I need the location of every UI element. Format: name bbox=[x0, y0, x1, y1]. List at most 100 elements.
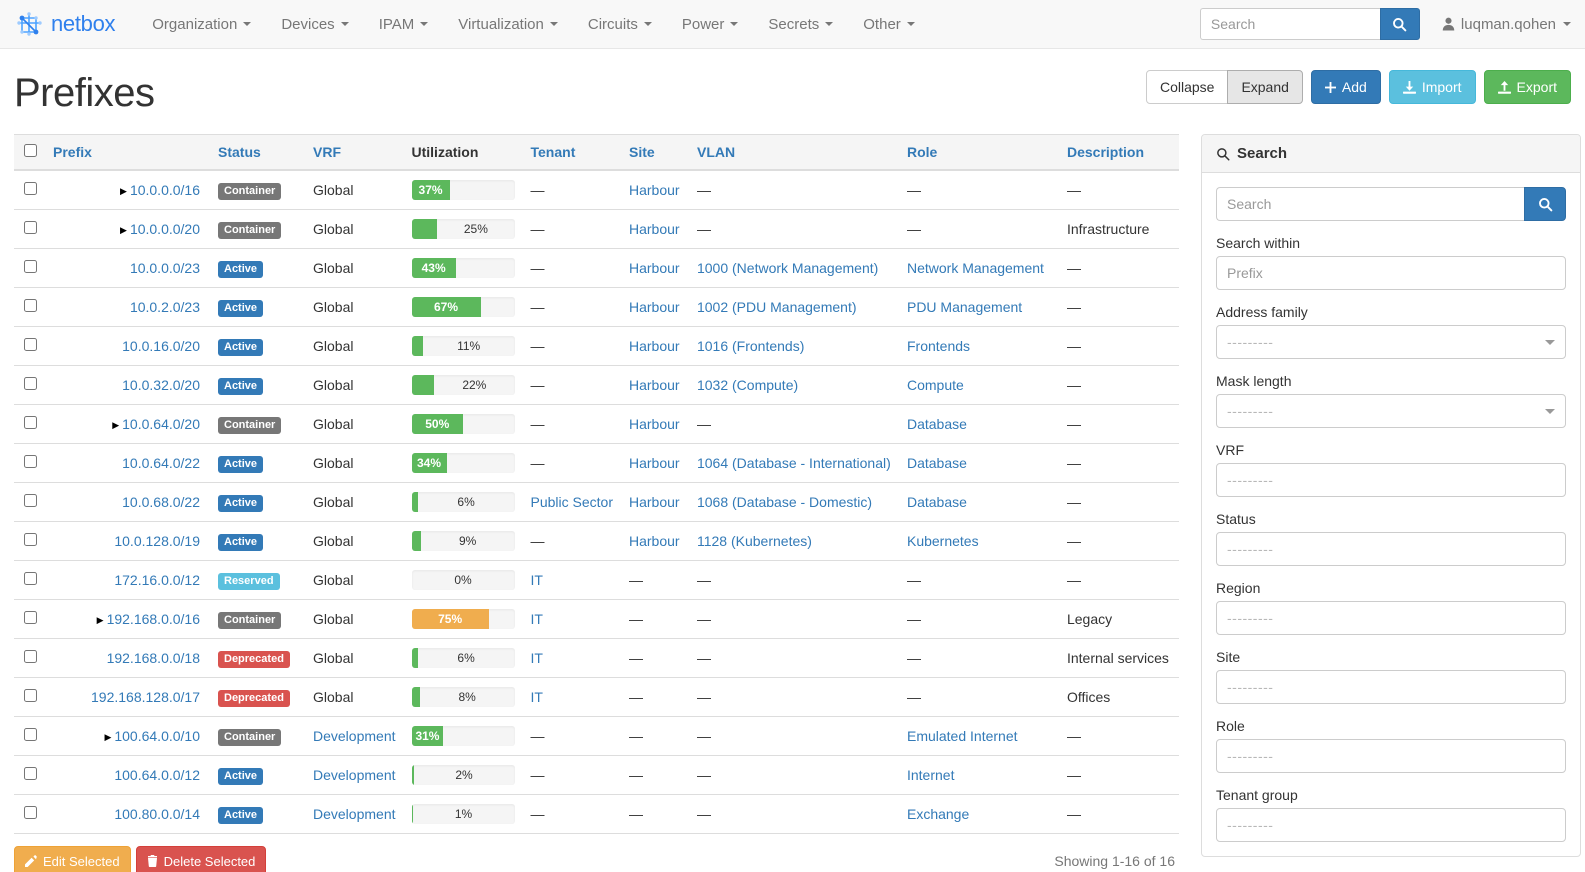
export-button[interactable]: Export bbox=[1483, 70, 1571, 104]
expand-triangle-icon[interactable]: ▶ bbox=[96, 615, 104, 625]
nav-item-virtualization[interactable]: Virtualization bbox=[443, 0, 573, 48]
prefix-link[interactable]: 100.80.0.0/14 bbox=[114, 806, 200, 822]
brand-logo-link[interactable]: netbox bbox=[8, 10, 137, 38]
column-header-description[interactable]: Description bbox=[1058, 134, 1179, 171]
edit-selected-button[interactable]: Edit Selected bbox=[14, 846, 131, 872]
site-cell-value[interactable]: Harbour bbox=[628, 260, 680, 276]
expand-triangle-icon[interactable]: ▶ bbox=[112, 420, 120, 430]
row-select-checkbox[interactable] bbox=[24, 494, 37, 507]
site-cell-value[interactable]: Harbour bbox=[628, 377, 680, 393]
vrf-cell-value[interactable]: Development bbox=[313, 728, 396, 744]
select-all-checkbox[interactable] bbox=[24, 144, 37, 157]
column-header-vrf[interactable]: VRF bbox=[305, 134, 404, 171]
row-select-checkbox[interactable] bbox=[24, 338, 37, 351]
search-field-select[interactable]: --------- bbox=[1216, 463, 1566, 497]
row-select-checkbox[interactable] bbox=[24, 611, 37, 624]
nav-item-ipam[interactable]: IPAM bbox=[364, 0, 444, 48]
site-cell-value[interactable]: Harbour bbox=[628, 455, 680, 471]
prefix-link[interactable]: 10.0.64.0/20 bbox=[122, 416, 200, 432]
expand-button[interactable]: Expand bbox=[1227, 70, 1303, 104]
global-search-button[interactable] bbox=[1379, 8, 1420, 40]
role-cell-value[interactable]: Kubernetes bbox=[906, 533, 979, 549]
expand-triangle-icon[interactable]: ▶ bbox=[104, 732, 112, 742]
column-header-prefix[interactable]: Prefix bbox=[45, 134, 210, 171]
prefix-link[interactable]: 10.0.0.0/16 bbox=[129, 182, 200, 198]
search-field-select[interactable]: --------- bbox=[1216, 808, 1566, 842]
column-header-site[interactable]: Site bbox=[620, 134, 689, 171]
prefix-link[interactable]: 10.0.0.0/20 bbox=[129, 221, 200, 237]
search-query-input[interactable] bbox=[1216, 187, 1524, 221]
user-menu[interactable]: luqman.qohen bbox=[1442, 16, 1571, 33]
row-select-checkbox[interactable] bbox=[24, 299, 37, 312]
column-header-role[interactable]: Role bbox=[898, 134, 1059, 171]
row-select-checkbox[interactable] bbox=[24, 377, 37, 390]
delete-selected-button[interactable]: Delete Selected bbox=[135, 846, 267, 872]
tenant-cell-value[interactable]: IT bbox=[530, 572, 543, 588]
nav-item-other[interactable]: Other bbox=[848, 0, 930, 48]
role-cell-value[interactable]: Internet bbox=[906, 767, 955, 783]
vlan-cell-value[interactable]: 1002 (PDU Management) bbox=[696, 299, 857, 315]
prefix-link[interactable]: 192.168.0.0/16 bbox=[106, 611, 200, 627]
row-select-checkbox[interactable] bbox=[24, 455, 37, 468]
column-header-vlan[interactable]: VLAN bbox=[688, 134, 899, 171]
tenant-cell-value[interactable]: IT bbox=[530, 689, 543, 705]
role-cell-value[interactable]: Frontends bbox=[906, 338, 971, 354]
site-cell-value[interactable]: Harbour bbox=[628, 494, 680, 510]
search-field-select[interactable]: --------- bbox=[1216, 532, 1566, 566]
site-cell-value[interactable]: Harbour bbox=[628, 182, 680, 198]
site-cell-value[interactable]: Harbour bbox=[628, 338, 680, 354]
prefix-link[interactable]: 100.64.0.0/12 bbox=[114, 767, 200, 783]
row-select-checkbox[interactable] bbox=[24, 260, 37, 273]
role-cell-value[interactable]: Database bbox=[906, 416, 967, 432]
nav-item-secrets[interactable]: Secrets bbox=[753, 0, 848, 48]
prefix-link[interactable]: 10.0.128.0/19 bbox=[114, 533, 200, 549]
row-select-checkbox[interactable] bbox=[24, 572, 37, 585]
search-field-select[interactable]: --------- bbox=[1216, 739, 1566, 773]
vlan-cell-value[interactable]: 1016 (Frontends) bbox=[696, 338, 805, 354]
row-select-checkbox[interactable] bbox=[24, 728, 37, 741]
nav-item-devices[interactable]: Devices bbox=[266, 0, 363, 48]
prefix-link[interactable]: 10.0.68.0/22 bbox=[122, 494, 200, 510]
row-select-checkbox[interactable] bbox=[24, 533, 37, 546]
row-select-checkbox[interactable] bbox=[24, 416, 37, 429]
tenant-cell-value[interactable]: IT bbox=[530, 611, 543, 627]
vrf-cell-value[interactable]: Development bbox=[313, 767, 396, 783]
import-button[interactable]: Import bbox=[1388, 70, 1476, 104]
search-field-select[interactable]: --------- bbox=[1216, 394, 1566, 428]
expand-triangle-icon[interactable]: ▶ bbox=[120, 225, 127, 235]
site-cell-value[interactable]: Harbour bbox=[628, 221, 680, 237]
prefix-link[interactable]: 10.0.0.0/23 bbox=[129, 260, 200, 276]
role-cell-value[interactable]: Database bbox=[906, 455, 967, 471]
prefix-link[interactable]: 10.0.32.0/20 bbox=[122, 377, 200, 393]
column-header-tenant[interactable]: Tenant bbox=[522, 134, 621, 171]
global-search-input[interactable] bbox=[1199, 8, 1380, 40]
prefix-link[interactable]: 192.168.0.0/18 bbox=[106, 650, 200, 666]
site-cell-value[interactable]: Harbour bbox=[628, 416, 680, 432]
vlan-cell-value[interactable]: 1000 (Network Management) bbox=[696, 260, 879, 276]
tenant-cell-value[interactable]: Public Sector bbox=[530, 494, 613, 510]
search-field-select[interactable]: --------- bbox=[1216, 325, 1566, 359]
site-cell-value[interactable]: Harbour bbox=[628, 299, 680, 315]
row-select-checkbox[interactable] bbox=[24, 806, 37, 819]
site-cell-value[interactable]: Harbour bbox=[628, 533, 680, 549]
role-cell-value[interactable]: Database bbox=[906, 494, 967, 510]
nav-item-power[interactable]: Power bbox=[667, 0, 754, 48]
role-cell-value[interactable]: Compute bbox=[906, 377, 964, 393]
vlan-cell-value[interactable]: 1064 (Database - International) bbox=[696, 455, 891, 471]
prefix-link[interactable]: 10.0.2.0/23 bbox=[129, 299, 200, 315]
nav-item-organization[interactable]: Organization bbox=[137, 0, 266, 48]
role-cell-value[interactable]: Network Management bbox=[906, 260, 1044, 276]
role-cell-value[interactable]: Exchange bbox=[906, 806, 970, 822]
row-select-checkbox[interactable] bbox=[24, 689, 37, 702]
role-cell-value[interactable]: Emulated Internet bbox=[906, 728, 1018, 744]
prefix-link[interactable]: 172.16.0.0/12 bbox=[114, 572, 200, 588]
prefix-link[interactable]: 100.64.0.0/10 bbox=[114, 728, 200, 744]
column-header-status[interactable]: Status bbox=[210, 134, 305, 171]
vlan-cell-value[interactable]: 1032 (Compute) bbox=[696, 377, 799, 393]
prefix-link[interactable]: 10.0.64.0/22 bbox=[122, 455, 200, 471]
row-select-checkbox[interactable] bbox=[24, 221, 37, 234]
row-select-checkbox[interactable] bbox=[24, 650, 37, 663]
prefix-link[interactable]: 192.168.128.0/17 bbox=[91, 689, 200, 705]
search-submit-button[interactable] bbox=[1524, 187, 1566, 221]
tenant-cell-value[interactable]: IT bbox=[530, 650, 543, 666]
